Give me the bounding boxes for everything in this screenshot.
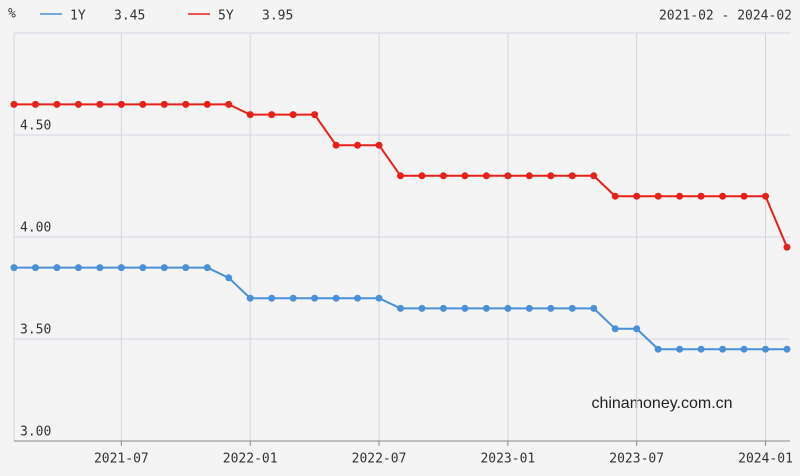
y-axis-label: % (8, 7, 16, 22)
data-point (461, 304, 469, 312)
data-point (225, 100, 233, 108)
data-point (53, 100, 61, 108)
data-point (246, 111, 254, 119)
data-point (611, 192, 619, 200)
data-point (10, 100, 18, 108)
data-point (525, 172, 533, 180)
data-point (375, 141, 383, 149)
data-point (203, 264, 211, 272)
legend-value: 3.95 (262, 9, 293, 24)
data-point (439, 304, 447, 312)
data-point (568, 172, 576, 180)
data-point (654, 345, 662, 353)
data-point (375, 294, 383, 302)
data-point (332, 141, 340, 149)
data-point (418, 172, 426, 180)
data-point (697, 192, 705, 200)
data-point (289, 111, 297, 119)
data-point (10, 264, 18, 272)
data-point (568, 304, 576, 312)
data-point (719, 192, 727, 200)
data-point (525, 304, 533, 312)
watermark: chinamoney.com.cn (591, 395, 732, 412)
data-point (504, 172, 512, 180)
x-tick-label: 2022-01 (223, 452, 278, 467)
data-point (547, 172, 555, 180)
data-point (676, 192, 684, 200)
data-point (74, 100, 82, 108)
data-point (397, 172, 404, 180)
data-point (31, 264, 39, 272)
data-point (160, 264, 168, 272)
y-tick-label: 3.50 (20, 323, 51, 338)
x-tick-label: 2023-07 (609, 452, 664, 467)
data-point (311, 294, 319, 302)
legend-value: 3.45 (114, 9, 145, 24)
legend-label: 5Y (218, 9, 234, 24)
data-point (203, 100, 211, 108)
x-tick-label: 2023-01 (480, 452, 535, 467)
data-point (676, 345, 684, 353)
x-tick-label: 2022-07 (352, 452, 407, 467)
data-point (633, 325, 641, 333)
x-tick-label: 2024-01 (738, 452, 793, 467)
data-point (182, 264, 190, 272)
data-point (332, 294, 340, 302)
data-point (268, 294, 276, 302)
data-point (397, 304, 404, 312)
data-point (633, 192, 641, 200)
data-point (139, 100, 147, 108)
data-point (482, 304, 490, 312)
data-point (117, 264, 125, 272)
data-point (740, 192, 748, 200)
data-point (225, 274, 233, 282)
data-point (53, 264, 61, 272)
y-tick-label: 4.50 (20, 119, 51, 134)
data-point (439, 172, 447, 180)
data-point (96, 100, 104, 108)
data-point (719, 345, 727, 353)
data-point (590, 304, 598, 312)
data-point (268, 111, 276, 119)
data-point (783, 243, 791, 251)
data-point (117, 100, 125, 108)
legend-label: 1Y (70, 9, 86, 24)
data-point (611, 325, 619, 333)
data-point (289, 294, 297, 302)
data-point (139, 264, 147, 272)
data-point (740, 345, 748, 353)
data-point (354, 141, 362, 149)
data-point (246, 294, 254, 302)
data-point (590, 172, 598, 180)
data-point (461, 172, 469, 180)
data-point (762, 192, 770, 200)
data-point (547, 304, 555, 312)
data-point (354, 294, 362, 302)
data-point (762, 345, 770, 353)
data-point (311, 111, 319, 119)
data-point (482, 172, 490, 180)
data-point (96, 264, 104, 272)
data-point (74, 264, 82, 272)
y-tick-label: 4.00 (20, 221, 51, 236)
data-point (654, 192, 662, 200)
data-point (418, 304, 426, 312)
date-range: 2021-02 - 2024-02 (659, 9, 792, 24)
y-tick-label: 3.00 (20, 425, 51, 440)
data-point (697, 345, 705, 353)
data-point (160, 100, 168, 108)
x-tick-label: 2021-07 (94, 452, 149, 467)
data-point (182, 100, 190, 108)
data-point (31, 100, 39, 108)
data-point (504, 304, 512, 312)
data-point (783, 345, 791, 353)
